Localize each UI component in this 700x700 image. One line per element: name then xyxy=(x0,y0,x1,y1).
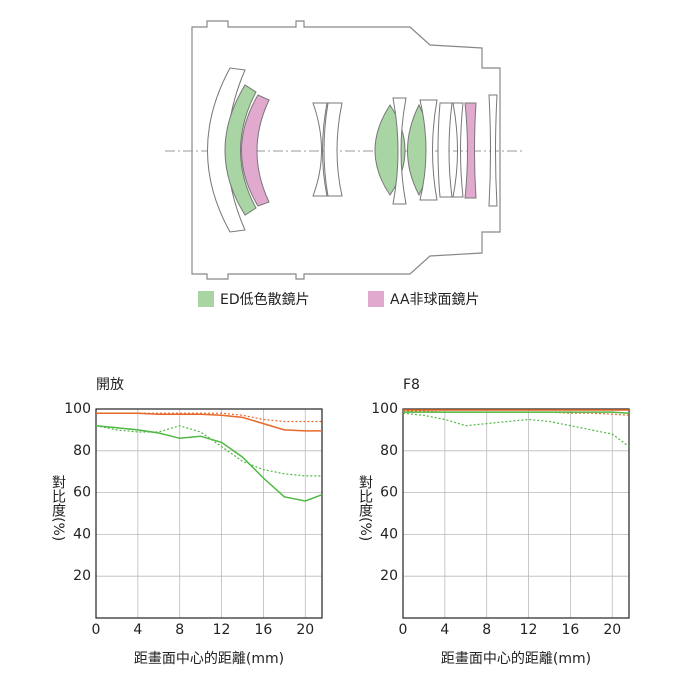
x-tick-label: 4 xyxy=(133,622,142,638)
x-axis-label: 距畫面中心的距離(mm) xyxy=(134,650,284,667)
lens-element xyxy=(392,97,407,205)
mtf-chart: 開放 20 40 60 80 100 0 4 8 12 16 20 對比度(%) 距畫面中心的距離(mm) xyxy=(50,377,323,667)
x-axis-label: 距畫面中心的距離(mm) xyxy=(441,650,591,667)
legend-swatch xyxy=(198,291,214,307)
x-tick-label: 4 xyxy=(440,622,449,638)
mtf-line xyxy=(403,411,630,414)
lens-barrel xyxy=(191,20,501,280)
chart-title: 開放 xyxy=(96,377,124,393)
x-tick-label: 12 xyxy=(213,622,231,638)
lens-element xyxy=(419,99,438,201)
x-tick-label: 0 xyxy=(399,622,408,638)
lens-element xyxy=(488,94,498,207)
lens-element xyxy=(452,102,464,198)
mtf-line xyxy=(402,412,630,448)
y-tick-label: 20 xyxy=(380,568,398,584)
mtf-line xyxy=(95,425,322,477)
plot-frame xyxy=(95,408,323,619)
lens-element xyxy=(464,102,477,199)
x-tick-label: 20 xyxy=(603,622,621,638)
y-tick-label: 20 xyxy=(73,568,91,584)
y-tick-label: 40 xyxy=(380,526,398,542)
y-axis-label: 對比度(%) xyxy=(50,475,66,541)
lens-element xyxy=(241,94,270,207)
y-tick-label: 100 xyxy=(64,401,91,417)
y-tick-label: 60 xyxy=(73,485,91,501)
y-tick-label: 80 xyxy=(380,443,398,459)
plot-frame xyxy=(402,408,630,619)
x-tick-label: 20 xyxy=(296,622,314,638)
y-tick-label: 80 xyxy=(73,443,91,459)
legend-label: ED低色散鏡片 xyxy=(220,291,310,308)
y-tick-label: 100 xyxy=(371,401,398,417)
y-tick-label: 60 xyxy=(380,485,398,501)
lens-element xyxy=(224,84,257,216)
legend-swatch xyxy=(368,291,384,307)
mtf-line xyxy=(96,412,322,432)
x-tick-label: 8 xyxy=(175,622,184,638)
x-tick-label: 16 xyxy=(561,622,579,638)
mtf-line xyxy=(95,424,323,502)
chart-title: F8 xyxy=(403,377,420,393)
lens-element xyxy=(323,102,343,197)
legend-label: AA非球面鏡片 xyxy=(390,292,480,308)
x-tick-label: 12 xyxy=(520,622,538,638)
x-tick-label: 8 xyxy=(482,622,491,638)
lens-element xyxy=(437,102,453,198)
x-tick-label: 16 xyxy=(254,622,272,638)
lens-element xyxy=(312,102,328,197)
mtf-line xyxy=(96,412,322,423)
mtf-chart: F8 20 40 60 80 100 0 4 8 12 16 20 對比度(%) 距畫面中心的距離(mm) xyxy=(357,377,630,667)
y-axis-label: 對比度(%) xyxy=(357,475,373,541)
lens-diagram: ED低色散鏡片 AA非球面鏡片 xyxy=(165,20,525,308)
x-tick-label: 0 xyxy=(92,622,101,638)
y-tick-label: 40 xyxy=(73,526,91,542)
